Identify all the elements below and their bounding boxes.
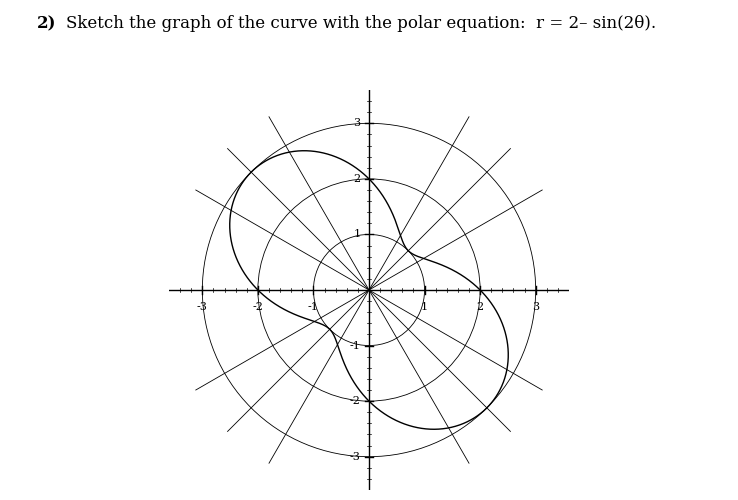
Text: 1: 1 [421, 302, 428, 312]
Text: -2: -2 [350, 396, 361, 406]
Text: -1: -1 [350, 340, 361, 350]
Text: -2: -2 [252, 302, 263, 312]
Text: Sketch the graph of the curve with the polar equation:  r = 2– sin(2θ).: Sketch the graph of the curve with the p… [66, 15, 657, 32]
Text: 2: 2 [477, 302, 483, 312]
Text: 1: 1 [354, 230, 361, 239]
Text: 2: 2 [354, 174, 361, 184]
Text: 3: 3 [354, 118, 361, 128]
Text: 3: 3 [532, 302, 539, 312]
Text: -1: -1 [308, 302, 319, 312]
Text: 2): 2) [37, 15, 56, 32]
Text: -3: -3 [350, 452, 361, 462]
Text: -3: -3 [197, 302, 208, 312]
